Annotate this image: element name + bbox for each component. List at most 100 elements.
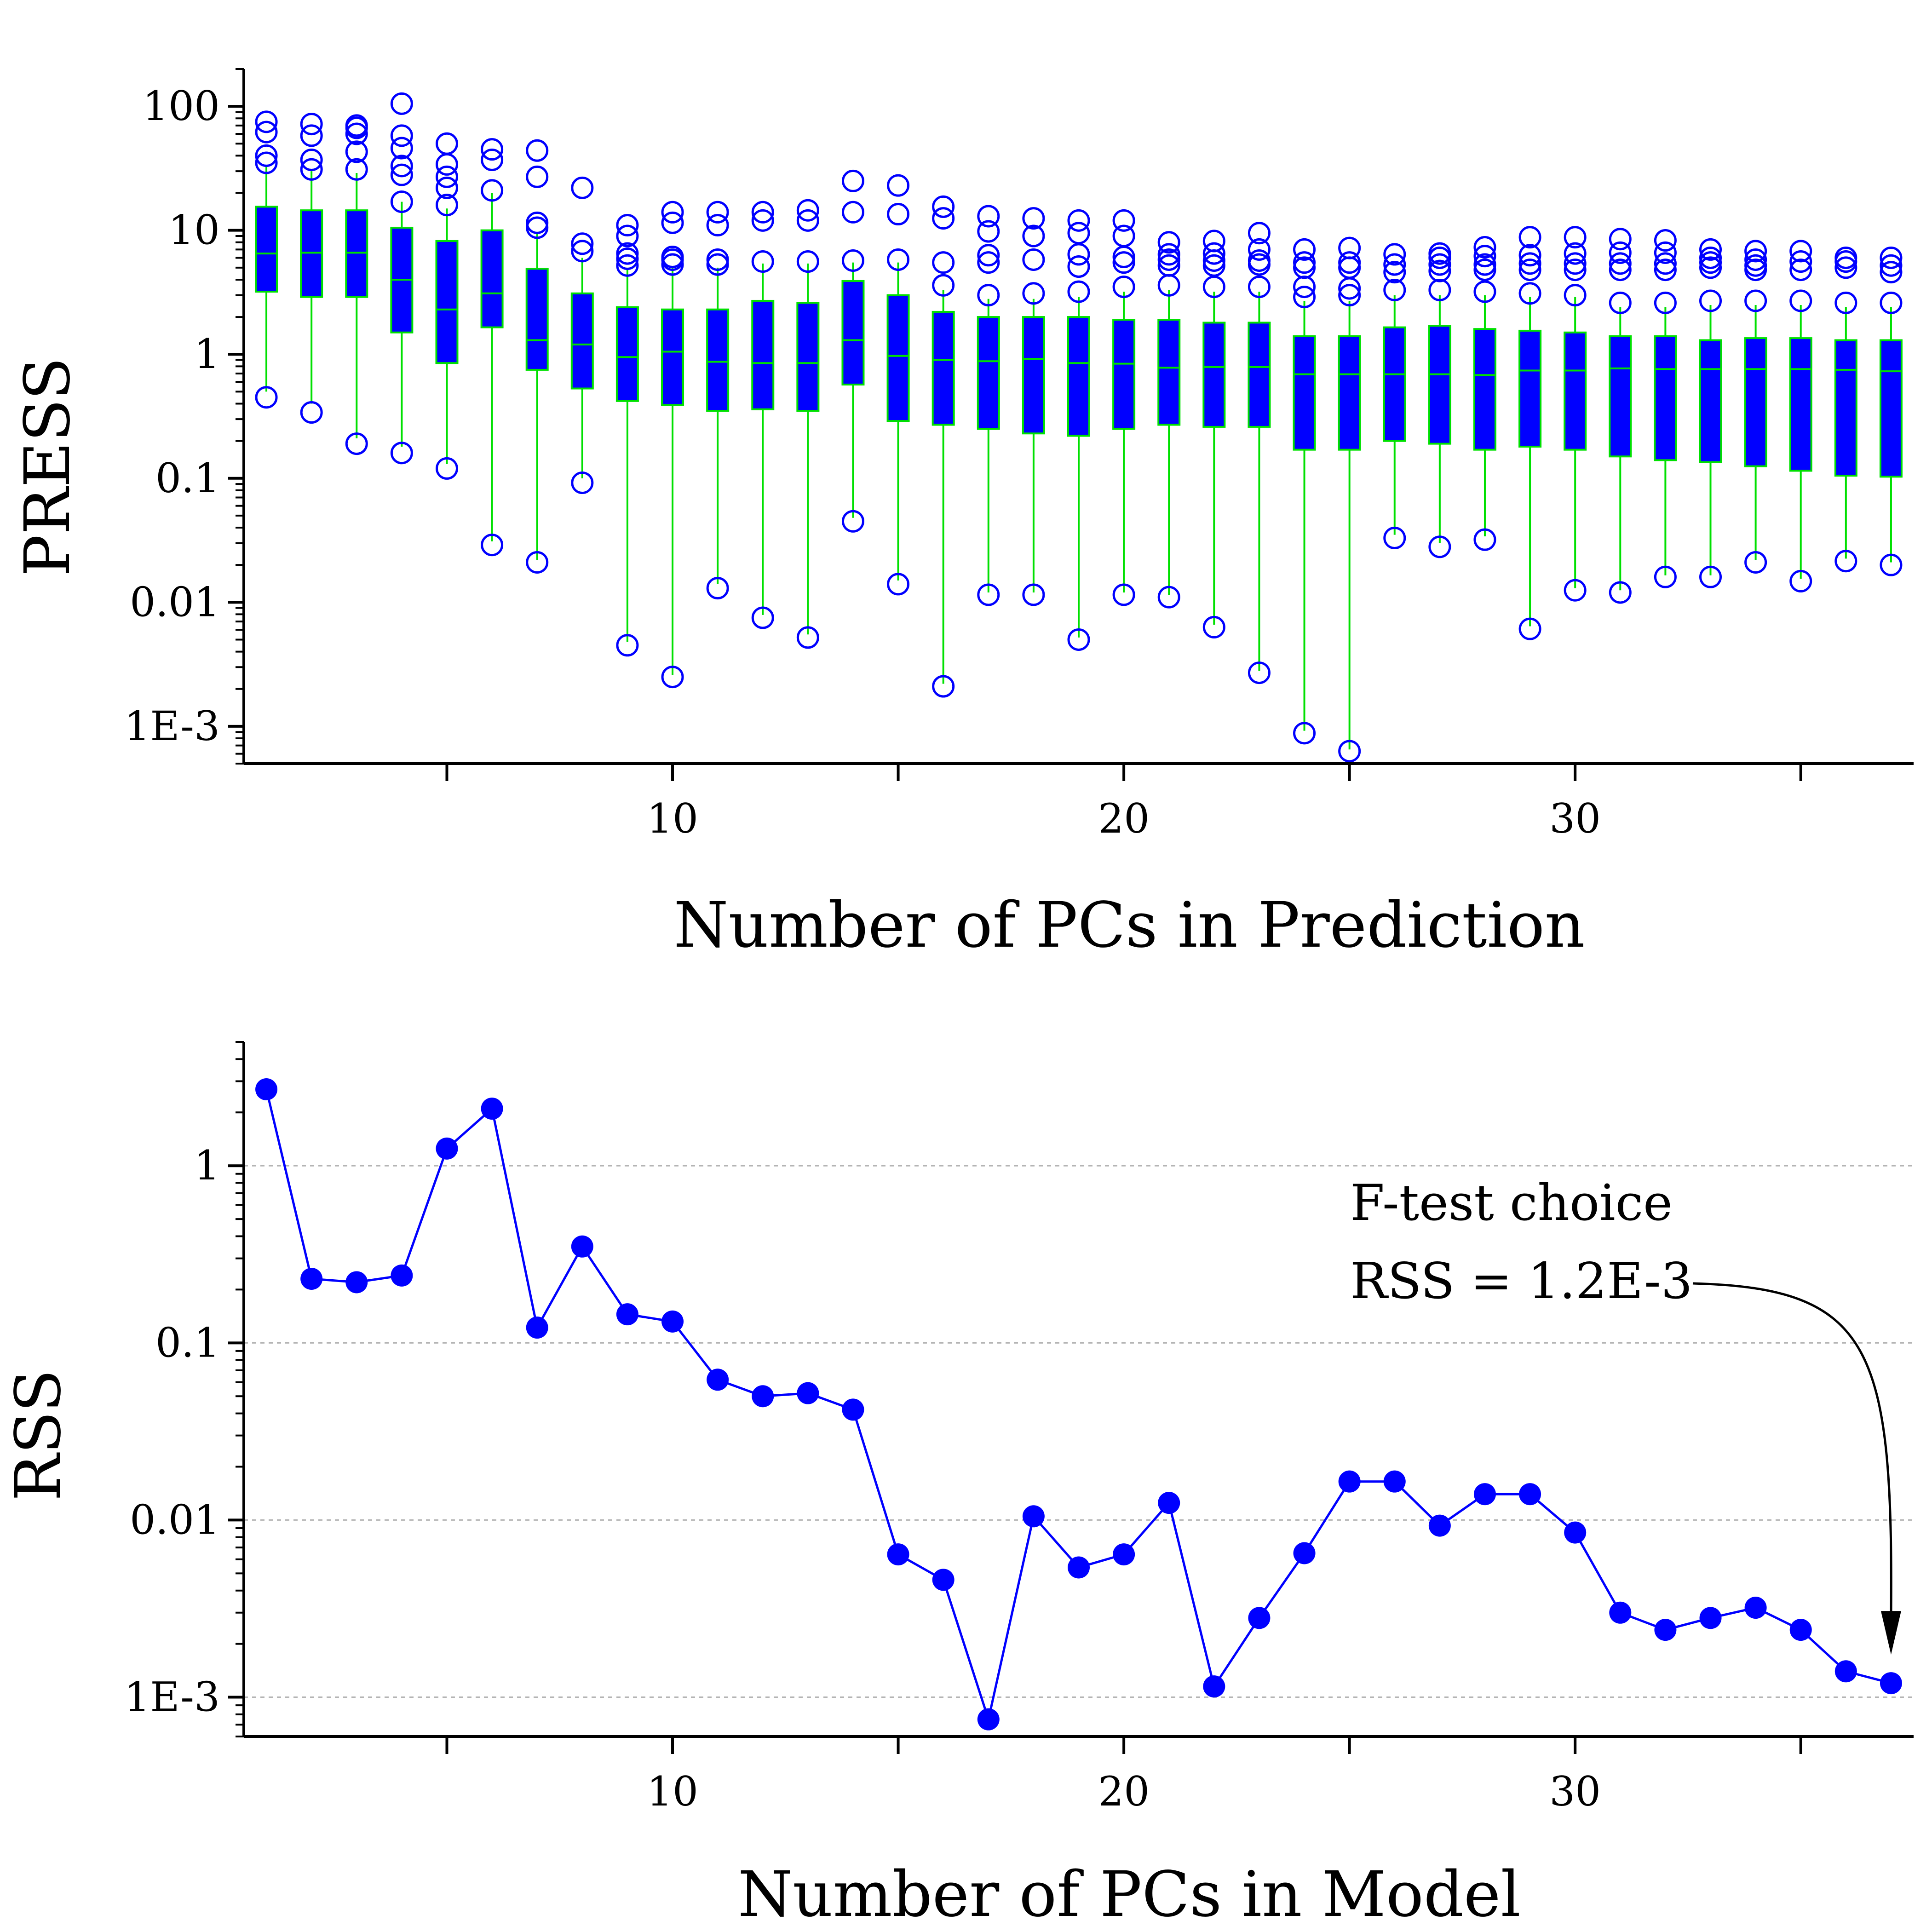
box-body <box>1473 328 1496 451</box>
outlier-point <box>661 201 684 224</box>
outlier-point <box>1473 259 1496 282</box>
box-body <box>1112 319 1136 430</box>
outlier-point <box>390 190 413 213</box>
outlier-point <box>1022 583 1045 606</box>
outlier-point <box>1834 550 1857 573</box>
box-x27 <box>1428 242 1451 558</box>
outlier-point <box>345 122 368 145</box>
outlier-point <box>1112 209 1135 232</box>
box-body <box>255 206 278 293</box>
outlier-point <box>1744 240 1767 263</box>
outlier-point <box>255 144 278 167</box>
box-x24 <box>1293 238 1316 745</box>
outlier-point <box>390 155 413 178</box>
box-body <box>1609 335 1632 458</box>
outlier-point <box>841 510 864 533</box>
outlier-point <box>661 246 684 269</box>
outlier-point <box>1428 535 1451 558</box>
outlier-point <box>977 244 1000 267</box>
rss-point <box>1564 1521 1587 1544</box>
box-x1 <box>255 110 278 409</box>
outlier-point <box>661 666 684 689</box>
outlier-point <box>1112 276 1135 299</box>
press-x-axis-title: Number of PCs in Prediction <box>673 889 1585 962</box>
outlier-point <box>1473 280 1496 303</box>
press-y-tick-label: 0.1 <box>155 454 220 502</box>
outlier-point <box>1428 242 1451 265</box>
outlier-point <box>571 176 594 199</box>
outlier-point <box>1789 240 1812 263</box>
rss-point <box>391 1264 413 1287</box>
rss-point <box>571 1235 593 1258</box>
rss-point <box>842 1398 864 1421</box>
box-x20 <box>1112 209 1136 606</box>
box-body <box>1834 339 1857 477</box>
press-y-tick-label: 1 <box>194 330 220 378</box>
outlier-point <box>1789 289 1812 312</box>
rss-point <box>1880 1672 1902 1695</box>
outlier-point <box>751 606 774 629</box>
annotation-arrowhead <box>1880 1611 1901 1655</box>
rss-point <box>1428 1514 1451 1537</box>
rss-point <box>1654 1619 1677 1641</box>
rss-point <box>1203 1675 1225 1698</box>
outlier-point <box>435 176 458 199</box>
box-body <box>1157 319 1181 426</box>
outlier-point <box>255 151 278 174</box>
box-body <box>615 306 639 402</box>
outlier-point <box>1473 253 1496 276</box>
outlier-point <box>1428 278 1451 301</box>
box-x22 <box>1202 230 1226 638</box>
outlier-point <box>1564 226 1587 249</box>
box-body <box>932 310 955 426</box>
box-x37 <box>1879 246 1903 576</box>
box-x19 <box>1067 209 1090 651</box>
outlier-point <box>1518 226 1541 249</box>
outlier-point <box>1338 256 1361 279</box>
outlier-point <box>1880 553 1903 576</box>
outlier-point <box>616 254 639 277</box>
annotation-line1: F-test choice <box>1350 1174 1673 1232</box>
rss-point <box>1383 1470 1406 1493</box>
outlier-point <box>1699 256 1722 279</box>
outlier-point <box>1609 259 1632 282</box>
outlier-point <box>300 113 323 136</box>
outlier-point <box>841 249 864 272</box>
box-body <box>706 308 730 412</box>
outlier-point <box>1067 255 1090 278</box>
rss-point <box>932 1569 954 1591</box>
press-x-tick-label: 10 <box>647 795 698 842</box>
outlier-point <box>887 573 910 596</box>
outlier-point <box>1699 565 1722 588</box>
rss-point <box>300 1268 323 1290</box>
outlier-point <box>706 201 729 224</box>
outlier-point <box>1880 254 1903 277</box>
box-body <box>1789 337 1812 472</box>
press-y-tick-label: 0.01 <box>130 578 220 626</box>
rss-series <box>255 1078 1902 1731</box>
outlier-point <box>481 534 504 557</box>
annotation-arrow <box>1692 1282 1892 1618</box>
outlier-point <box>1067 280 1090 303</box>
box-body <box>525 268 549 371</box>
outlier-point <box>932 251 955 274</box>
box-x9 <box>615 214 639 657</box>
outlier-point <box>571 232 594 255</box>
box-body <box>1293 335 1316 451</box>
box-x8 <box>570 176 594 494</box>
outlier-point <box>706 248 729 271</box>
outlier-point <box>751 250 774 273</box>
outlier-point <box>1248 222 1271 245</box>
outlier-point <box>435 457 458 480</box>
outlier-point <box>616 224 639 247</box>
outlier-point <box>1654 259 1677 282</box>
rss-x-tick-label: 10 <box>647 1768 698 1815</box>
outlier-point <box>435 132 458 155</box>
box-x5 <box>435 132 459 480</box>
rss-point <box>661 1310 684 1333</box>
box-x11 <box>706 201 730 600</box>
box-x35 <box>1789 240 1812 592</box>
rss-point <box>1519 1483 1541 1506</box>
outlier-point <box>1338 284 1361 307</box>
outlier-point <box>435 153 458 176</box>
